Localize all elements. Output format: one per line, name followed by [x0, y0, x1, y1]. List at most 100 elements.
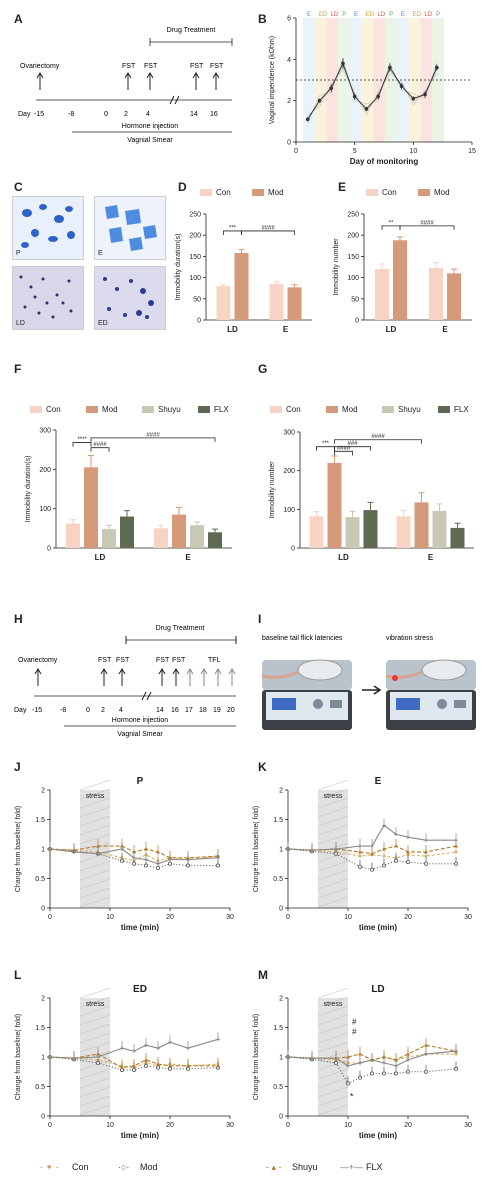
y-tick-label: 250: [347, 212, 359, 219]
data-point: [72, 849, 76, 854]
legend-label: Shuyu: [158, 405, 181, 414]
data-point: [423, 861, 428, 866]
data-point: [357, 1075, 362, 1080]
data-point: [186, 857, 190, 862]
y-tick-label: 0: [279, 1114, 283, 1121]
bar-flx: [450, 527, 465, 548]
data-point: [454, 1049, 458, 1054]
y-tick-label: 1: [41, 847, 45, 854]
significance-bracket: [90, 447, 110, 452]
data-point: [393, 858, 398, 863]
y-axis-label: Change from baseline( fold): [15, 806, 22, 892]
panel-label-b: B: [258, 12, 267, 26]
data-point: [453, 861, 458, 866]
estrous-band: [361, 18, 374, 142]
hatch-line: [317, 860, 349, 872]
hatch-line: [79, 896, 111, 908]
category-label: E: [283, 325, 289, 334]
hatch-line: [79, 869, 111, 881]
data-point: [131, 861, 136, 866]
data-point: [381, 1071, 386, 1076]
data-point: [370, 844, 374, 849]
hatch-line: [317, 1095, 349, 1107]
phase-label: E: [354, 12, 358, 18]
data-point: [358, 844, 362, 849]
x-tick-label: 0: [286, 1122, 290, 1129]
panel-label-l: L: [14, 968, 22, 982]
hatch-line: [79, 1104, 111, 1116]
bar-con: [66, 523, 80, 548]
data-point: [334, 1056, 338, 1061]
significance-mark: ###: [347, 441, 358, 447]
data-point: [167, 861, 172, 866]
phase-label: ED: [413, 12, 422, 18]
data-point: [369, 867, 374, 872]
micrograph-cells: [19, 275, 73, 319]
hatch-line: [317, 987, 349, 999]
hatch-line: [79, 996, 111, 1008]
hatch-line: [317, 806, 349, 818]
phase-label: P: [342, 12, 346, 18]
data-point: [394, 832, 398, 837]
data-point: [168, 1040, 172, 1045]
hatch-line: [317, 1023, 349, 1035]
data-point: [411, 96, 416, 101]
hatch-line: [317, 878, 349, 890]
data-point: [388, 65, 392, 70]
y-tick-label: 0: [41, 1114, 45, 1121]
panel-label-e: E: [338, 180, 347, 194]
x-tick-label: 20: [166, 914, 174, 921]
data-point: [317, 98, 322, 103]
legend-swatch: [30, 406, 42, 413]
data-point: [286, 1055, 290, 1059]
data-point: [405, 859, 410, 864]
data-point: [144, 847, 148, 851]
data-point: [143, 1063, 148, 1068]
significance-mark: ####: [337, 446, 351, 452]
data-point: [132, 855, 136, 860]
chart-d: 0 50 100 150 200 250 Immobility duration(s) LD E…: [175, 188, 312, 334]
bar-mod: [84, 467, 98, 548]
legend-swatch: [252, 189, 264, 196]
data-point: [96, 844, 100, 848]
legend-swatch: [198, 406, 210, 413]
phase-label: E: [307, 12, 311, 18]
hatch-line: [317, 1032, 349, 1044]
bar-con: [154, 528, 168, 548]
panel-label-a: A: [14, 12, 23, 26]
y-tick-label: 150: [189, 254, 201, 261]
bar-mod: [234, 253, 249, 320]
bar-mod: [414, 502, 429, 548]
y-tick-label: 50: [351, 296, 359, 303]
y-tick-label: 0.5: [35, 1084, 45, 1091]
data-point: [155, 865, 160, 870]
significance-bracket: [241, 230, 295, 235]
significance-mark: ####: [371, 434, 385, 440]
significance-bracket: [381, 225, 401, 230]
y-tick-label: 0: [291, 546, 295, 553]
legend-swatch: [326, 406, 338, 413]
hatch-line: [317, 1068, 349, 1080]
y-axis-label: Immobility duration(s): [25, 456, 32, 523]
data-point: [454, 838, 458, 843]
x-tick-label: 20: [404, 1122, 412, 1129]
legend-label: Shuyu: [398, 405, 421, 414]
legend-label: Con: [46, 405, 61, 414]
phase-label: ED: [319, 12, 328, 18]
significance-mark: ***: [322, 441, 330, 447]
x-tick-label: 20: [404, 914, 412, 921]
data-point: [424, 1052, 428, 1057]
legend-label: Con: [216, 188, 231, 197]
data-point: [156, 1062, 160, 1066]
data-point: [394, 1063, 398, 1068]
data-point: [286, 847, 290, 851]
significance-bracket: [223, 230, 242, 235]
y-axis-label: Vaginal impendence (kOhm): [269, 36, 276, 124]
hatch-line: [79, 1005, 111, 1017]
x-tick-label: 30: [226, 914, 234, 921]
data-point: [406, 849, 410, 854]
significance-mark: ####: [420, 220, 434, 226]
hatch-line: [79, 797, 111, 809]
hatch-line: [79, 1077, 111, 1089]
estrous-band: [420, 18, 433, 142]
